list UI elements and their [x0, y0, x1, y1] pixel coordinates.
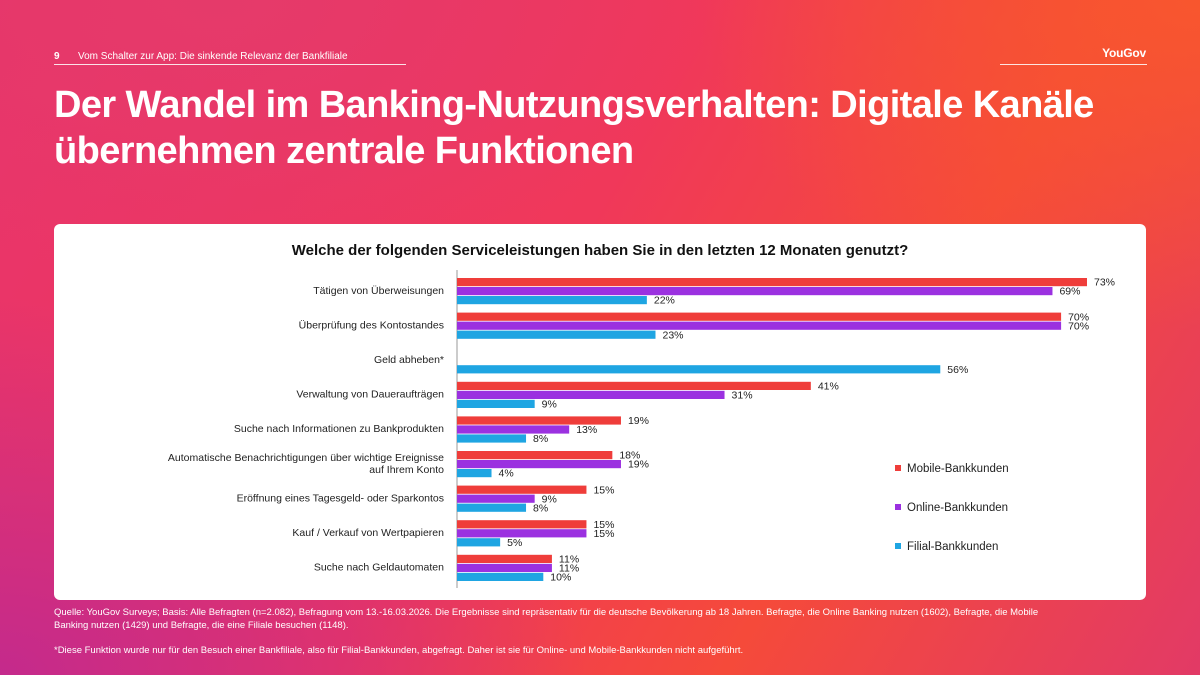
- data-label-filial: 4%: [499, 468, 514, 480]
- data-label-filial: 8%: [533, 502, 548, 514]
- data-label-online: 70%: [1068, 320, 1089, 332]
- data-label-filial: 8%: [533, 433, 548, 445]
- bar-mobile: [457, 451, 613, 460]
- data-label-mobile: 15%: [593, 519, 614, 531]
- legend-swatch-mobile: [895, 465, 901, 471]
- legend-label-mobile: Mobile-Bankkunden: [907, 463, 1009, 475]
- data-label-online: 69%: [1059, 286, 1080, 298]
- bar-online: [457, 390, 725, 399]
- data-label-filial: 5%: [507, 537, 522, 549]
- category-label: Suche nach Geldautomaten: [314, 562, 444, 574]
- slide-title: Der Wandel im Banking-Nutzungsverhalten:…: [54, 84, 1094, 172]
- bar-online: [457, 321, 1062, 330]
- bar-filial: [457, 469, 492, 478]
- category-label: auf Ihrem Konto: [369, 464, 444, 476]
- bar-chart: Tätigen von Überweisungen 73% 69% 22% Überpr…: [168, 270, 1115, 588]
- legend-label-filial: Filial-Bankkunden: [907, 541, 998, 553]
- data-label-mobile: 73%: [1094, 277, 1115, 289]
- data-label-online: 9%: [542, 493, 557, 505]
- chart-title: Welche der folgenden Serviceleistungen h…: [291, 242, 909, 259]
- bar-mobile: [457, 554, 552, 563]
- data-label-mobile: 19%: [628, 415, 649, 427]
- slide-header: 9 Vom Schalter zur App: Die sinkende Rel…: [54, 48, 348, 64]
- data-label-mobile: 15%: [593, 484, 614, 496]
- page-number: 9: [54, 50, 60, 62]
- category-label: Überprüfung des Kontostandes: [299, 319, 444, 331]
- data-label-filial: 22%: [654, 295, 675, 307]
- running-head: Vom Schalter zur App: Die sinkende Relev…: [78, 50, 348, 62]
- header-divider-right: [1000, 64, 1147, 65]
- bar-filial: [457, 572, 544, 581]
- category-label: Eröffnung eines Tagesgeld- oder Sparkont…: [237, 492, 444, 504]
- legend-swatch-online: [895, 504, 901, 510]
- bar-filial: [457, 434, 527, 443]
- bar-filial: [457, 365, 941, 374]
- bar-online: [457, 287, 1053, 296]
- data-label-mobile: 18%: [619, 450, 640, 462]
- data-label-mobile: 41%: [818, 381, 839, 393]
- category-label: Tätigen von Überweisungen: [313, 285, 444, 297]
- data-label-online: 15%: [593, 528, 614, 540]
- bar-mobile: [457, 520, 587, 529]
- data-label-mobile: 70%: [1068, 311, 1089, 323]
- category-label: Automatische Benachrichtigungen über wic…: [168, 452, 444, 464]
- data-label-online: 31%: [732, 390, 753, 402]
- yougov-logo: YouGov: [1102, 46, 1146, 60]
- legend-label-online: Online-Bankkunden: [907, 502, 1008, 514]
- asterisk-footnote: *Diese Funktion wurde nur für den Besuch…: [54, 645, 744, 656]
- bar-online: [457, 425, 570, 434]
- bar-mobile: [457, 485, 587, 494]
- data-label-online: 11%: [559, 563, 579, 575]
- category-label: Kauf / Verkauf von Wertpapieren: [292, 527, 444, 539]
- bar-mobile: [457, 416, 621, 425]
- bar-mobile: [457, 278, 1087, 287]
- bar-filial: [457, 503, 527, 512]
- category-label: Verwaltung von Daueraufträgen: [296, 389, 444, 401]
- bar-filial: [457, 399, 535, 408]
- bar-filial: [457, 296, 647, 305]
- bar-mobile: [457, 381, 811, 390]
- source-footnote: Quelle: YouGov Surveys; Basis: Alle Befr…: [54, 607, 1039, 631]
- bar-filial: [457, 330, 656, 339]
- chart-card: Welche der folgenden Serviceleistungen h…: [54, 224, 1146, 600]
- data-label-online: 13%: [576, 424, 597, 436]
- bar-online: [457, 529, 587, 538]
- data-label-filial: 23%: [662, 329, 683, 341]
- data-label-filial: 9%: [542, 399, 557, 411]
- header-divider-left: [54, 64, 406, 65]
- bar-mobile: [457, 312, 1062, 321]
- bar-filial: [457, 538, 501, 547]
- legend-swatch-filial: [895, 543, 901, 549]
- category-label: Suche nach Informationen zu Bankprodukte…: [234, 423, 444, 435]
- bar-online: [457, 494, 535, 503]
- data-label-filial: 56%: [947, 364, 968, 376]
- data-label-filial: 10%: [550, 572, 571, 584]
- bar-online: [457, 460, 621, 469]
- bar-online: [457, 563, 552, 572]
- data-label-mobile: 11%: [559, 554, 579, 566]
- category-label: Geld abheben*: [374, 354, 444, 366]
- data-label-online: 19%: [628, 459, 649, 471]
